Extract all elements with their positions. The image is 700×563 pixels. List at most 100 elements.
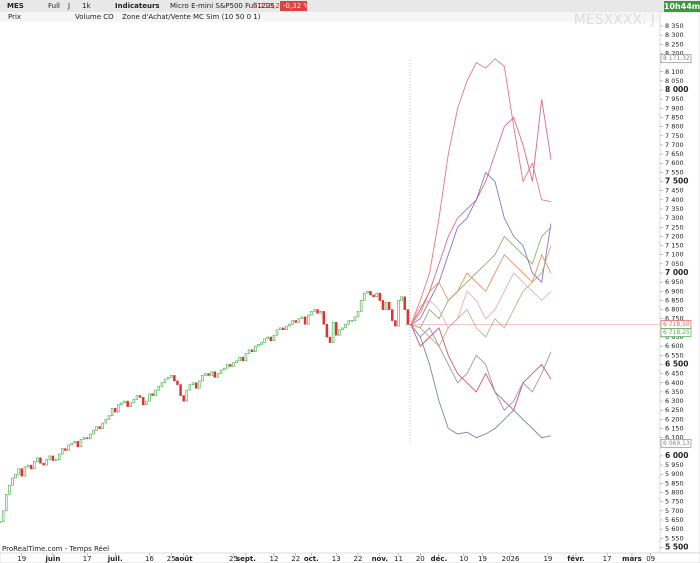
candle (4, 494, 8, 512)
candle (232, 362, 235, 367)
candle (26, 464, 30, 468)
legend-item[interactable]: Volume CO (75, 13, 114, 21)
x-tick-label: 19 (478, 555, 487, 563)
candle (67, 444, 70, 451)
candle (300, 316, 304, 320)
mode[interactable]: Full (48, 2, 60, 10)
price-marker (660, 438, 692, 448)
legend-item[interactable]: Prix (8, 13, 21, 21)
symbol[interactable]: MES (7, 2, 24, 10)
indicators-button[interactable]: Indicateurs (115, 2, 160, 10)
footer: ProRealTime.com - Temps Réel (2, 545, 109, 553)
y-tick-label: 7 200 (665, 232, 684, 240)
candle (381, 300, 385, 310)
candle (316, 309, 319, 314)
y-tick-label: 6 200 (665, 415, 684, 423)
x-tick-label: 22 (291, 555, 300, 563)
y-tick-label: 6 350 (665, 388, 684, 396)
candle (204, 373, 207, 376)
candle (278, 327, 282, 331)
candle (303, 316, 307, 325)
candle (266, 336, 269, 340)
y-tick-label: 6 550 (665, 351, 684, 359)
candle (141, 397, 145, 406)
candle (238, 356, 241, 362)
change: -0,32 % (283, 2, 310, 10)
candle (20, 468, 24, 477)
candle (123, 400, 126, 404)
candle (23, 466, 27, 477)
candle (104, 419, 108, 424)
candle (359, 300, 363, 312)
candle (135, 395, 139, 400)
x-tick-label: 2026 (502, 555, 520, 563)
candle (191, 382, 195, 385)
y-tick-label: 6 400 (665, 379, 684, 387)
y-tick-label: 6 000 (665, 451, 689, 460)
y-tick-label: 5 750 (665, 498, 684, 506)
y-tick-label: 6 750 (665, 315, 684, 323)
x-tick-label: oct. (304, 555, 319, 563)
candle (113, 408, 117, 413)
x-tick-label: juil. (107, 555, 123, 563)
y-tick-label: 7 900 (665, 104, 684, 112)
candle (247, 349, 251, 354)
candle (33, 461, 36, 470)
candle (363, 292, 366, 301)
candle (325, 323, 329, 338)
y-tick-label: 6 650 (665, 333, 684, 341)
legend-item[interactable]: MC Sim (10 50 0 1) (193, 13, 261, 21)
y-tick-label: 7 250 (665, 223, 684, 231)
countdown-badge (664, 1, 700, 12)
y-tick-label: 8 100 (665, 68, 684, 76)
sim-line (410, 324, 552, 439)
candle (341, 327, 344, 331)
candle (294, 320, 297, 323)
candle (210, 371, 213, 376)
y-tick-label: 5 850 (665, 479, 684, 487)
candle (70, 442, 73, 446)
y-tick-label: 7 400 (665, 196, 684, 204)
y-tick-label: 7 350 (665, 205, 684, 213)
x-tick-label: 12 (270, 555, 279, 563)
candle (45, 459, 48, 466)
candle (257, 344, 260, 347)
y-tick-label: 8 000 (665, 85, 689, 94)
period[interactable]: J (67, 2, 70, 10)
instrument: Micro E-mini S&P500 Full1225 (170, 2, 275, 10)
time-axis (0, 552, 700, 563)
candle (1, 510, 5, 523)
candle (8, 484, 11, 495)
candle (334, 322, 338, 336)
candle (110, 408, 114, 417)
candle (269, 336, 273, 341)
candle (356, 311, 360, 318)
candle (260, 342, 263, 345)
candle (216, 373, 220, 378)
legend-item[interactable]: Zone d'Achat/Vente (122, 13, 191, 21)
y-tick-label: 6 900 (665, 287, 684, 295)
units[interactable]: 1k (82, 2, 91, 10)
y-tick-label: 7 700 (665, 141, 684, 149)
x-tick-label: 17 (83, 555, 92, 563)
y-tick-label: 6 600 (665, 342, 684, 350)
candle (387, 301, 391, 310)
candle (126, 400, 129, 407)
x-tick-label: 25 (167, 555, 176, 563)
y-tick-label: 8 300 (665, 31, 684, 39)
candle (338, 329, 341, 336)
x-tick-label: nov. (372, 555, 388, 563)
candle (263, 338, 266, 343)
sim-line (410, 226, 552, 329)
candle (148, 393, 151, 402)
candle (57, 453, 61, 460)
candle (120, 402, 123, 406)
legend-bar (0, 12, 660, 22)
price-marker-label: 6 718,25 (663, 329, 690, 336)
candle (344, 323, 347, 329)
candle (372, 294, 375, 298)
y-tick-label: 5 550 (665, 534, 684, 542)
x-tick-label: 19 (17, 555, 26, 563)
price: 6 718,25 (253, 2, 284, 10)
